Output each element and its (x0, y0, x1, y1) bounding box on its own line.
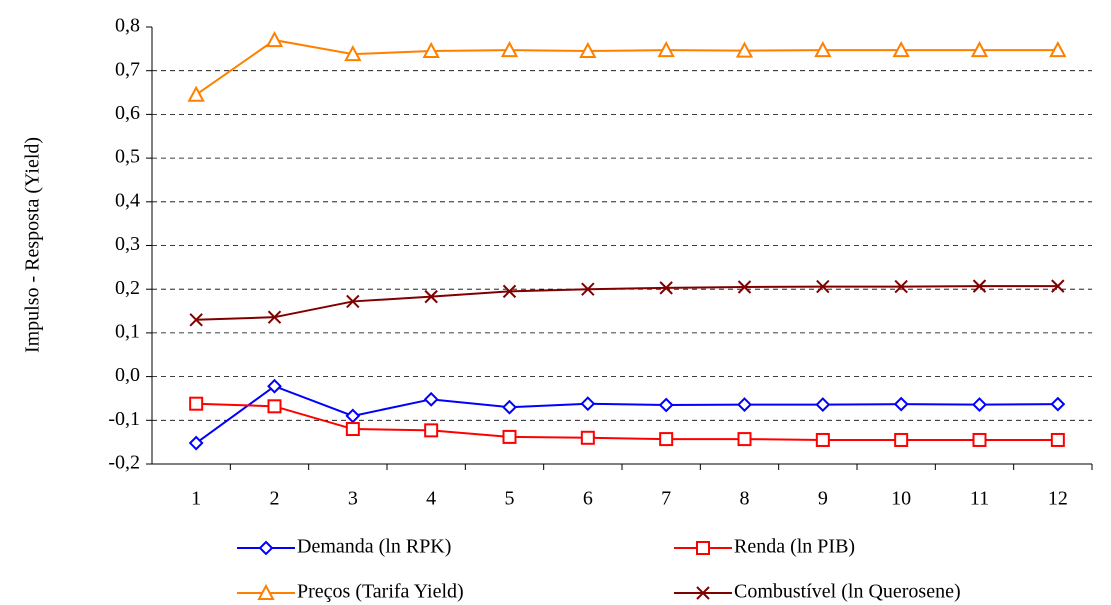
y-tick-label: 0,0 (115, 364, 140, 386)
y-axis-label: Impulso - Resposta (Yield) (22, 137, 44, 353)
x-tick-label: 11 (970, 488, 989, 510)
marker (422, 41, 440, 59)
x-tick-label: 10 (891, 488, 911, 510)
marker (502, 284, 517, 299)
marker (1049, 41, 1067, 58)
marker (188, 435, 204, 451)
marker (502, 429, 517, 444)
y-tick-label: 0,1 (115, 320, 140, 342)
marker (814, 41, 832, 58)
marker (893, 396, 909, 412)
y-tick-label: 0,4 (115, 189, 140, 211)
marker (972, 279, 987, 293)
x-tick-label: 1 (191, 488, 201, 510)
marker (267, 310, 282, 324)
marker (735, 41, 754, 58)
marker (658, 397, 674, 413)
marker (696, 541, 710, 555)
y-tick-label: 0,3 (115, 233, 140, 255)
legend-label: Renda (ln PIB) (734, 536, 855, 558)
marker (1050, 396, 1066, 412)
marker (502, 399, 517, 415)
marker (189, 313, 203, 327)
x-tick-label: 7 (661, 488, 671, 510)
marker (424, 423, 439, 438)
marker (816, 279, 830, 294)
marker (581, 282, 595, 296)
marker (737, 432, 752, 447)
y-tick-label: 0,5 (115, 146, 140, 168)
x-tick-label: 3 (348, 488, 358, 510)
series-line (195, 39, 1058, 96)
marker (657, 41, 675, 58)
marker (894, 279, 908, 294)
marker (815, 432, 830, 447)
marker (265, 31, 284, 48)
marker (659, 432, 674, 447)
series-line (195, 385, 1058, 444)
marker (424, 289, 438, 304)
legend-label: Preços (Tarifa Yield) (297, 581, 464, 603)
marker (345, 422, 360, 437)
marker (344, 44, 362, 62)
marker (1050, 432, 1065, 447)
y-tick-label: 0,8 (115, 15, 140, 37)
marker (1051, 279, 1065, 293)
x-tick-label: 4 (426, 488, 436, 510)
x-tick-label: 5 (505, 488, 515, 510)
marker (580, 430, 595, 445)
x-tick-label: 12 (1048, 488, 1068, 510)
x-tick-label: 9 (818, 488, 828, 510)
marker (267, 378, 282, 394)
marker (189, 396, 204, 411)
series-line (196, 285, 1058, 321)
marker (500, 41, 519, 58)
marker (346, 294, 360, 309)
marker (345, 408, 361, 424)
marker (187, 85, 205, 102)
marker (423, 391, 439, 407)
marker (892, 41, 910, 58)
marker (579, 41, 597, 59)
y-tick-label: 0,2 (115, 277, 140, 299)
y-tick-label: -0,1 (108, 408, 140, 430)
marker (972, 397, 987, 412)
marker (815, 397, 831, 412)
marker (737, 280, 752, 294)
y-tick-label: 0,7 (115, 58, 140, 80)
x-tick-label: 6 (583, 488, 593, 510)
legend-label: Combustível (ln Querosene) (734, 581, 961, 603)
x-tick-label: 2 (270, 488, 280, 510)
x-tick-label: 8 (740, 488, 750, 510)
marker (267, 399, 282, 414)
marker (894, 432, 909, 447)
y-tick-label: 0,6 (115, 102, 140, 124)
marker (258, 540, 274, 556)
marker (659, 281, 673, 295)
series-line (196, 402, 1058, 441)
marker (972, 432, 987, 447)
marker (580, 396, 596, 412)
y-tick-label: -0,2 (108, 452, 140, 474)
marker (257, 583, 275, 600)
marker (696, 586, 710, 600)
marker (970, 41, 989, 58)
legend-label: Demanda (ln RPK) (297, 536, 451, 558)
marker (737, 397, 752, 412)
